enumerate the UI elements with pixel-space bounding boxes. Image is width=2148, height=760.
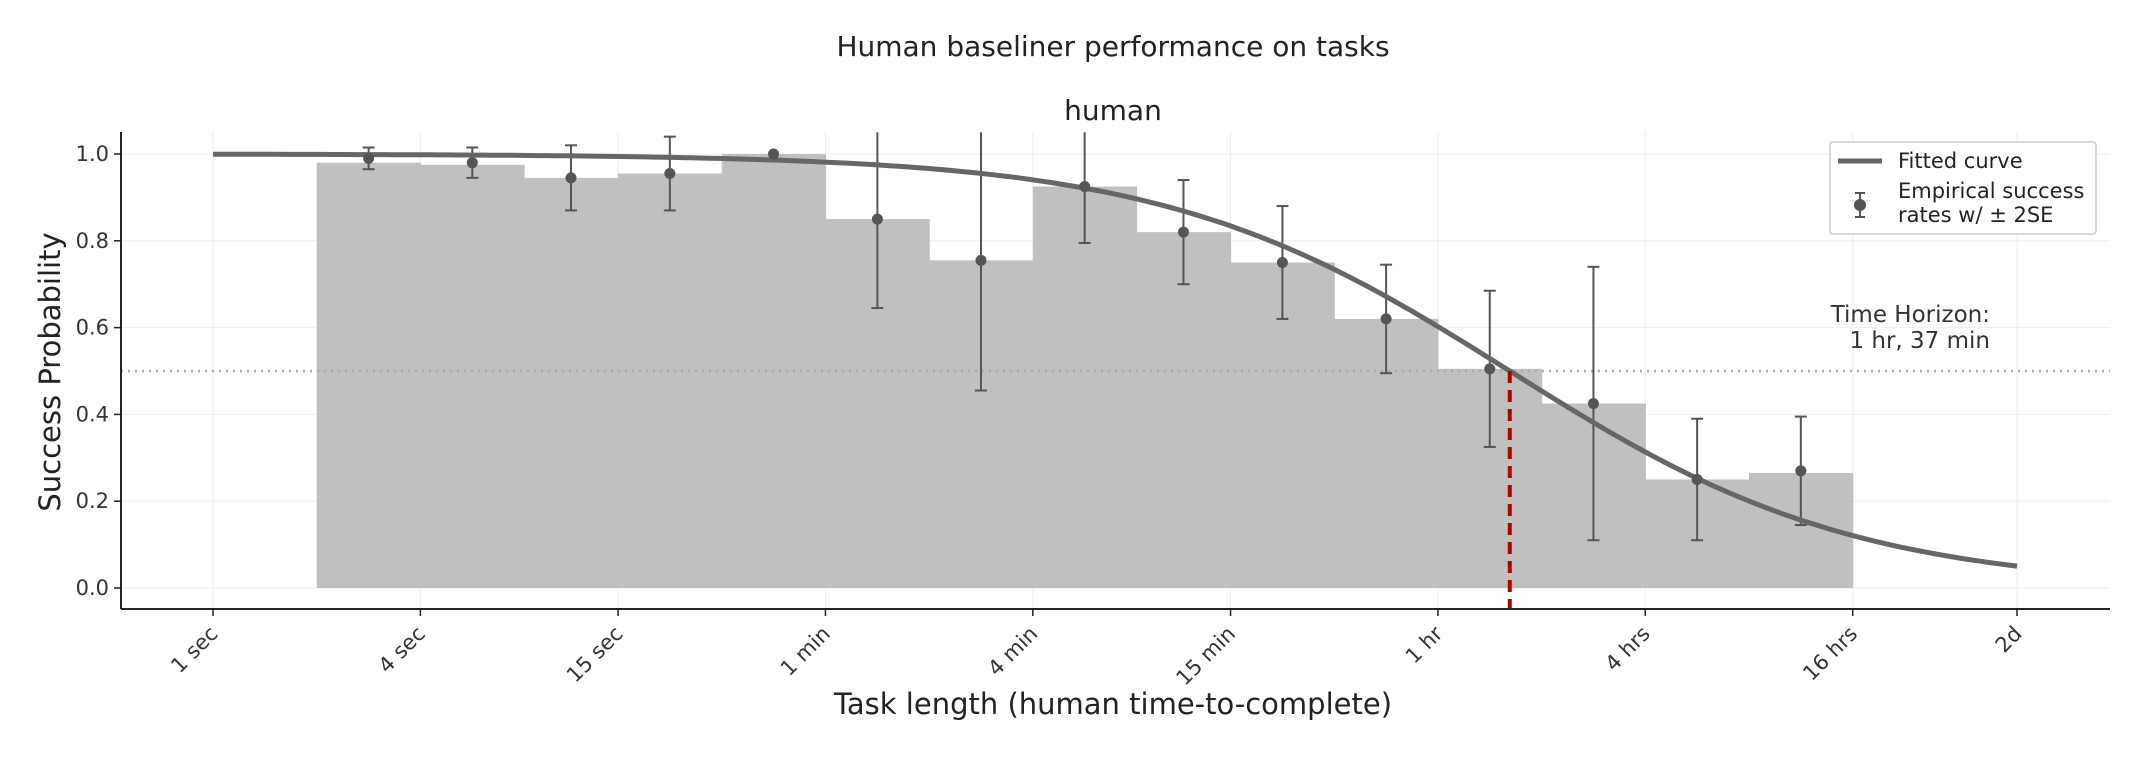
x-tick-label-4: 4 min xyxy=(983,622,1042,681)
point-14 xyxy=(1795,465,1807,477)
x-tick-label-1: 4 sec xyxy=(374,622,430,678)
bar-7 xyxy=(1032,186,1138,589)
x-axis-label: Task length (human time-to-complete) xyxy=(833,687,1392,721)
legend-box xyxy=(1829,141,2097,235)
point-5 xyxy=(871,213,883,225)
x-tick-label-0: 1 sec xyxy=(166,622,222,678)
point-8 xyxy=(1177,226,1189,238)
point-4 xyxy=(768,148,780,160)
legend: Fitted curve Empirical success rates w/ … xyxy=(1829,141,2097,235)
empirical-points xyxy=(363,148,1807,485)
x-tick-label-5: 15 min xyxy=(1171,622,1240,691)
point-3 xyxy=(664,168,676,180)
chart-subtitle: human xyxy=(1064,94,1162,127)
legend-points-label-line1: Empirical success xyxy=(1898,179,2084,203)
x-tick-label-9: 2d xyxy=(1991,622,2027,658)
y-tick-label-3: 0.6 xyxy=(76,316,109,340)
x-tick-label-6: 1 hr xyxy=(1401,621,1448,668)
x-tick-label-8: 16 hrs xyxy=(1798,622,1862,686)
bar-3 xyxy=(618,173,723,588)
time-horizon-label: Time Horizon: xyxy=(1830,302,1990,328)
y-tick-label-5: 1.0 xyxy=(76,142,109,166)
y-tick-label-1: 0.2 xyxy=(76,489,109,513)
chart-title: Human baseliner performance on tasks xyxy=(836,30,1389,63)
y-axis-ticks: 0.0 0.2 0.4 0.6 0.8 1.0 xyxy=(76,142,121,600)
x-tick-label-7: 4 hrs xyxy=(1600,622,1654,676)
point-9 xyxy=(1276,257,1288,268)
y-tick-label-4: 0.8 xyxy=(76,229,109,253)
bar-0 xyxy=(316,162,421,588)
point-6 xyxy=(975,254,987,266)
legend-point-swatch xyxy=(1854,199,1866,211)
legend-curve-label: Fitted curve xyxy=(1898,149,2023,173)
point-10 xyxy=(1380,313,1392,325)
bar-1 xyxy=(420,164,525,588)
axes xyxy=(120,132,2110,610)
point-7 xyxy=(1079,181,1091,193)
legend-points-label-line2: rates w/ ± 2SE xyxy=(1898,203,2053,227)
point-13 xyxy=(1691,474,1703,485)
y-tick-label-0: 0.0 xyxy=(76,576,109,600)
point-1 xyxy=(466,157,478,169)
x-tick-label-3: 1 min xyxy=(776,622,835,681)
y-axis-label: Success Probability xyxy=(33,232,67,511)
point-12 xyxy=(1587,398,1599,410)
y-tick-label-2: 0.4 xyxy=(76,402,109,426)
bar-8 xyxy=(1136,232,1232,588)
bar-2 xyxy=(524,177,619,588)
point-0 xyxy=(363,152,375,164)
x-axis-ticks: 1 sec 4 sec 15 sec 1 min 4 min 15 min 1 hr 4 hr… xyxy=(166,609,2027,691)
fitted-curve xyxy=(212,151,2018,569)
point-11 xyxy=(1484,363,1496,375)
point-2 xyxy=(565,172,577,184)
time-horizon-value: 1 hr, 37 min xyxy=(1849,328,1990,354)
x-tick-label-2: 15 sec xyxy=(562,622,628,688)
